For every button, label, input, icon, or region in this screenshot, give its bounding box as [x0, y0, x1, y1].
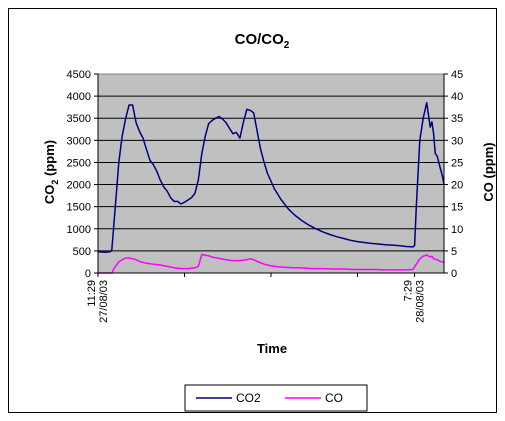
- x-tick-label-date: 27/08/03: [98, 280, 110, 323]
- chart-title-text: CO/CO: [235, 31, 285, 48]
- right-tick-label: 10: [451, 224, 463, 236]
- right-tick-label: 25: [451, 157, 463, 169]
- left-tick-label: 2500: [67, 157, 91, 169]
- left-tick-labels: 0 500 1000 1500 2000 2500 3000 3500 4000 4500: [67, 69, 91, 280]
- x-tick-label-time: 11:29: [86, 280, 98, 307]
- left-tick-label: 1500: [67, 202, 91, 214]
- series-layer: [97, 101, 445, 274]
- left-tick-label: 0: [85, 268, 91, 280]
- right-tick-label: 45: [451, 69, 463, 81]
- legend: CO2 CO: [184, 384, 368, 412]
- right-tick-labels: 0 5 10 15 20 25 30 35 40 45: [451, 69, 463, 280]
- series-line-co2: [97, 101, 445, 253]
- plot-background: [97, 73, 445, 274]
- x-tick-labels: 11:29 27/08/03 7:29 28/08/03: [86, 280, 427, 323]
- y-axis-left-title: CO2 (ppm): [42, 140, 60, 204]
- left-tick-label: 3000: [67, 135, 91, 147]
- left-tick-label: 2000: [67, 180, 91, 192]
- right-tick-label: 20: [451, 180, 463, 192]
- y-axis-right-title: CO (ppm): [481, 142, 496, 201]
- plot-area: [97, 73, 445, 274]
- legend-label-co2: CO2: [236, 391, 261, 405]
- left-tick-label: 4500: [67, 69, 91, 81]
- right-tick-label: 0: [451, 268, 457, 280]
- right-tick-label: 35: [451, 113, 463, 125]
- legend-label-co: CO: [325, 391, 343, 405]
- left-tick-label: 3500: [67, 113, 91, 125]
- y-axis-left-title-unit: (ppm): [42, 140, 57, 180]
- left-tick-label: 500: [73, 246, 91, 258]
- chart-title-subscript: 2: [284, 40, 290, 51]
- x-tick-label-time: 7:29: [403, 280, 415, 301]
- right-tick-label: 40: [451, 91, 463, 103]
- axes-layer: [94, 73, 448, 277]
- x-tick-label-date: 28/08/03: [415, 280, 427, 323]
- chart-title: CO/CO2: [235, 31, 290, 51]
- right-tick-label: 15: [451, 202, 463, 214]
- right-tick-label: 30: [451, 135, 463, 147]
- x-axis-title: Time: [257, 341, 287, 356]
- right-tick-label: 5: [451, 246, 457, 258]
- series-line-co: [98, 253, 445, 274]
- gridlines: [98, 95, 444, 252]
- y-axis-left-title-text: CO: [42, 185, 57, 205]
- left-tick-label: 1000: [67, 224, 91, 236]
- left-tick-label: 4000: [67, 91, 91, 103]
- y-axis-left-title-subscript: 2: [50, 180, 60, 185]
